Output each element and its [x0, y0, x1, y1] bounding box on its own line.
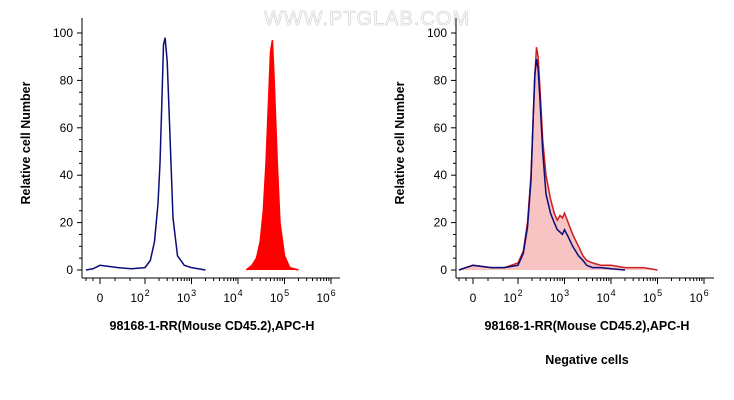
y-tick-label: 60: [60, 121, 74, 135]
y-tick-label: 80: [434, 73, 448, 87]
x-tick-label: 104: [223, 288, 242, 305]
y-tick-label: 40: [434, 168, 448, 182]
y-tick-label: 20: [60, 216, 74, 230]
x-tick-exponent: 4: [611, 288, 616, 298]
x-tick-label: 106: [316, 288, 335, 305]
y-tick-label: 0: [440, 263, 447, 277]
x-tick-label: 0: [470, 291, 477, 305]
x-tick-exponent: 2: [145, 288, 150, 298]
histogram-outline: [458, 47, 658, 271]
histogram-line: [85, 37, 206, 271]
y-tick-label: 80: [60, 73, 74, 87]
y-tick-label: 100: [427, 26, 447, 40]
x-tick-exponent: 5: [284, 288, 289, 298]
y-tick-label: 20: [434, 216, 448, 230]
panel-caption: Negative cells: [545, 353, 628, 367]
y-tick-label: 40: [60, 168, 74, 182]
y-tick-label: 0: [66, 263, 73, 277]
histogram-line: [458, 58, 626, 271]
x-tick-label: 105: [643, 288, 662, 305]
x-axis-title: 98168-1-RR(Mouse CD45.2),APC-H: [485, 319, 690, 333]
x-tick-exponent: 4: [238, 288, 243, 298]
x-tick-label: 103: [177, 288, 196, 305]
x-tick-label: 105: [270, 288, 289, 305]
histogram-fill: [459, 47, 658, 271]
x-tick-exponent: 6: [704, 288, 709, 298]
y-axis-title: Relative cell Number: [393, 81, 407, 204]
x-axis-title: 98168-1-RR(Mouse CD45.2),APC-H: [110, 319, 315, 333]
x-tick-label: 102: [503, 288, 522, 305]
x-tick-exponent: 3: [191, 288, 196, 298]
x-tick-exponent: 5: [657, 288, 662, 298]
x-tick-exponent: 6: [331, 288, 336, 298]
x-tick-label: 0: [97, 291, 104, 305]
watermark: WWW.PTGLAB.COM: [264, 8, 470, 30]
x-tick-label: 106: [689, 288, 708, 305]
x-tick-label: 104: [596, 288, 615, 305]
x-tick-exponent: 3: [564, 288, 569, 298]
histogram-fill: [246, 40, 299, 270]
x-tick-label: 102: [130, 288, 149, 305]
y-tick-label: 100: [53, 26, 73, 40]
right-histogram-panel: 0 20 40 60 80 100 0 102 103 104 105 106 Relative cel…: [393, 18, 714, 367]
x-tick-label: 103: [550, 288, 569, 305]
x-tick-exponent: 2: [518, 288, 523, 298]
y-axis-title: Relative cell Number: [19, 81, 33, 204]
left-histogram-panel: 0 20 40 60 80 100 0 102 103 104 105 106 Relative cel…: [19, 18, 340, 333]
y-tick-label: 60: [434, 121, 448, 135]
histogram-outline: [245, 39, 299, 271]
